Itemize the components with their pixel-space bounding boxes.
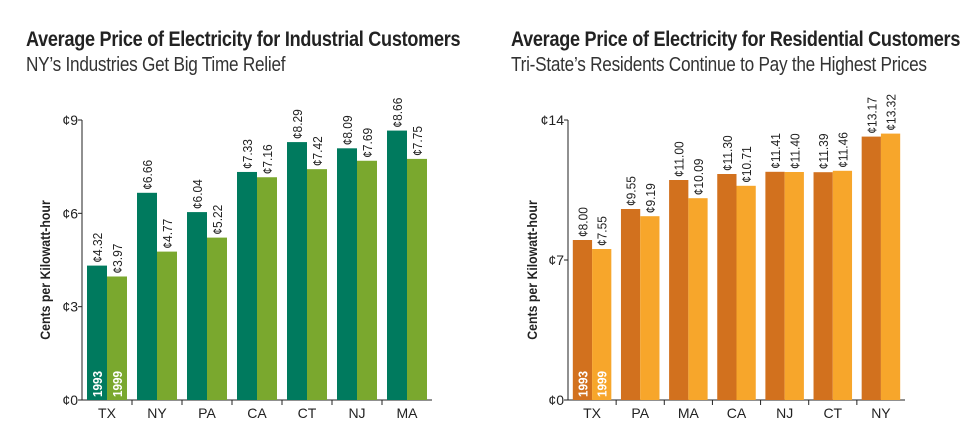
y-tick-label: ¢14 bbox=[541, 112, 565, 128]
bar bbox=[832, 170, 853, 400]
bar-value-label: ¢4.32 bbox=[91, 233, 106, 263]
x-tick-label: MA bbox=[397, 405, 419, 421]
bar bbox=[765, 171, 785, 400]
bar bbox=[640, 216, 660, 400]
x-tick-label: CT bbox=[298, 405, 317, 421]
industrial-chart-title: Average Price of Electricity for Industr… bbox=[26, 28, 461, 51]
y-tick-label: ¢0 bbox=[62, 392, 78, 408]
bar bbox=[669, 180, 689, 400]
x-tick-label: NY bbox=[871, 405, 891, 421]
x-tick-label: CA bbox=[247, 405, 267, 421]
bar-value-label: ¢7.55 bbox=[595, 216, 610, 246]
bar bbox=[237, 171, 257, 400]
bar bbox=[407, 158, 427, 400]
bar-value-label: ¢11.30 bbox=[720, 135, 735, 171]
bar-value-label: ¢4.77 bbox=[161, 219, 176, 249]
y-tick-label: ¢3 bbox=[62, 299, 78, 315]
bar-value-label: ¢7.16 bbox=[261, 144, 276, 174]
bar bbox=[784, 172, 804, 400]
bar-value-label: ¢8.29 bbox=[291, 109, 306, 139]
x-tick-label: TX bbox=[583, 405, 602, 421]
series-name-label: 1993 bbox=[90, 371, 105, 397]
bar-value-label: ¢11.00 bbox=[672, 141, 687, 177]
bar-value-label: ¢10.09 bbox=[692, 159, 707, 196]
bar-value-label: ¢6.66 bbox=[141, 160, 156, 190]
x-tick-label: PA bbox=[198, 405, 216, 421]
bar-value-label: ¢7.75 bbox=[411, 126, 426, 156]
series-name-label: 1999 bbox=[110, 371, 125, 397]
bar-value-label: ¢11.46 bbox=[836, 132, 851, 168]
bar bbox=[337, 148, 357, 400]
bar bbox=[357, 160, 377, 400]
bar bbox=[87, 265, 107, 400]
bar bbox=[387, 130, 407, 401]
bar-value-label: ¢9.19 bbox=[643, 183, 658, 213]
bar-value-label: ¢13.17 bbox=[865, 97, 880, 134]
bar-value-label: ¢13.32 bbox=[884, 94, 899, 131]
bar bbox=[287, 142, 307, 401]
bar-value-label: ¢11.39 bbox=[817, 133, 832, 169]
y-tick-label: ¢9 bbox=[62, 112, 78, 128]
y-tick-label: ¢0 bbox=[548, 392, 564, 408]
bar bbox=[592, 249, 612, 400]
bar bbox=[717, 174, 737, 400]
bar bbox=[107, 276, 127, 400]
bar-value-label: ¢7.33 bbox=[241, 139, 256, 169]
series-name-label: 1999 bbox=[595, 371, 610, 397]
bar-value-label: ¢7.42 bbox=[311, 136, 326, 166]
bar-value-label: ¢11.41 bbox=[769, 133, 784, 169]
bar bbox=[207, 237, 227, 400]
bar-value-label: ¢8.00 bbox=[576, 207, 591, 237]
series-name-label: 1993 bbox=[576, 371, 591, 397]
bar-value-label: ¢3.97 bbox=[111, 244, 126, 274]
x-tick-label: CA bbox=[727, 405, 747, 421]
y-axis-label: Cents per Kilowatt-hour bbox=[37, 200, 53, 339]
bar-value-label: ¢9.55 bbox=[624, 176, 639, 206]
x-tick-label: NJ bbox=[348, 405, 365, 421]
x-tick-label: PA bbox=[631, 405, 649, 421]
bar-value-label: ¢8.66 bbox=[391, 98, 406, 128]
bar bbox=[813, 172, 833, 400]
x-tick-label: CT bbox=[823, 405, 842, 421]
bar-value-label: ¢8.09 bbox=[341, 115, 356, 145]
bar-value-label: ¢10.71 bbox=[740, 146, 755, 183]
y-tick-label: ¢6 bbox=[62, 205, 78, 221]
bar bbox=[137, 192, 157, 400]
bar-value-label: ¢11.40 bbox=[788, 133, 803, 169]
residential-chart-title: Average Price of Electricity for Residen… bbox=[511, 28, 961, 51]
industrial-chart-subtitle: NY’s Industries Get Big Time Relief bbox=[26, 54, 286, 76]
bar bbox=[861, 136, 881, 400]
bar bbox=[157, 251, 177, 400]
bar-value-label: ¢5.22 bbox=[211, 205, 226, 235]
y-axis-label: Cents per Kilowatt-hour bbox=[524, 200, 540, 339]
x-tick-label: NY bbox=[147, 405, 167, 421]
residential-chart-subtitle: Tri-State’s Residents Continue to Pay th… bbox=[511, 54, 927, 76]
y-tick-label: ¢7 bbox=[548, 252, 564, 268]
bar bbox=[307, 169, 327, 400]
bar bbox=[620, 209, 641, 400]
bar bbox=[688, 198, 708, 400]
bar bbox=[736, 185, 756, 400]
bar bbox=[257, 177, 277, 400]
x-tick-label: TX bbox=[98, 405, 117, 421]
bar-value-label: ¢6.04 bbox=[191, 179, 206, 209]
bar bbox=[880, 133, 901, 400]
x-tick-label: MA bbox=[678, 405, 700, 421]
bar-value-label: ¢7.69 bbox=[361, 128, 376, 158]
x-tick-label: NJ bbox=[776, 405, 793, 421]
bar bbox=[572, 240, 593, 400]
bar bbox=[187, 212, 207, 400]
